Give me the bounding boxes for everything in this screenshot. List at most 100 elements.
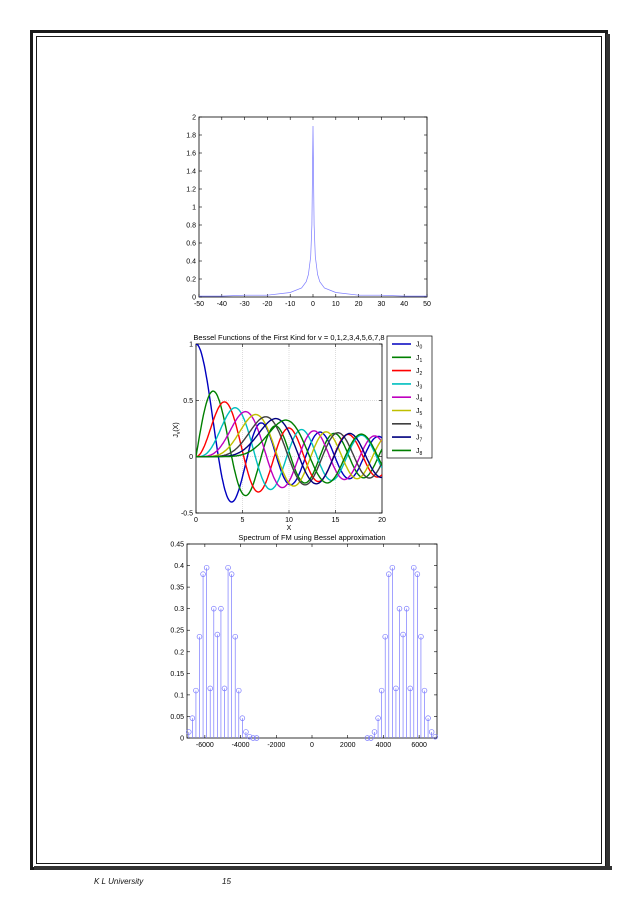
y-tick-label: 0.25 [170,628,184,635]
stem-marker [207,685,213,692]
stem-marker [378,687,385,694]
legend-label: J1 [416,355,423,364]
x-tick-label: -30 [240,301,250,308]
chart-3-spectrum: -6000 -4000 -2000 0 2000 4000 6000 0 0.05 0.1 0.15… [170,533,438,749]
legend-label-sub: 3 [420,384,423,390]
y-tick-label: 0.8 [186,223,196,230]
legend-label-sub: 1 [420,358,423,364]
y-tick-label: 1 [189,342,193,349]
legend-label-sub: 0 [420,345,423,351]
y-tick-label: 0.1 [174,692,184,699]
stem-marker [418,633,424,640]
x-tick-label: -40 [217,301,227,308]
stem-marker [382,633,388,640]
x-tick-label: -4000 [232,742,250,749]
legend-label-sub: 4 [420,398,423,404]
y-tick-label: 0.5 [183,398,193,405]
stem-marker [428,729,435,735]
x-tick-label: 30 [378,301,386,308]
stem-marker [403,605,410,612]
footer-page-number: 15 [222,877,231,886]
footer-university: K L University [94,877,144,886]
stem-marker [200,571,206,577]
legend-label: J6 [416,421,423,430]
x-tick-label: 0 [310,742,314,749]
stem-marker [389,564,396,571]
stem-marker [196,633,203,640]
stem-marker [371,729,378,735]
x-tick-label: 4000 [376,742,392,749]
stem-marker [396,605,403,612]
stem-marker [425,715,431,721]
series-J0 [196,344,382,503]
page-border-inner [36,36,602,864]
stem-marker [189,715,196,721]
stem-marker [414,571,421,577]
y-tick-label: 1.2 [186,187,196,194]
legend-label: J4 [416,395,423,404]
y-tick-label: 0 [192,295,196,302]
legend-label: J2 [416,368,423,377]
legend-label-sub: 7 [420,438,423,444]
stem-marker [239,715,246,721]
y-axis-label: Jv(X) [173,422,182,437]
stem-marker [243,729,249,735]
legend-label-sub: 6 [420,424,423,430]
stem-marker [225,564,231,571]
page-border-shadow [34,866,612,870]
y-tick-label: 0 [180,736,184,743]
series-J6 [196,416,382,486]
x-tick-label: -20 [262,301,272,308]
stem-marker [375,715,381,721]
stem-marker [253,735,260,741]
stem-marker [407,685,413,692]
stem-marker [193,687,199,694]
legend-label-sub: 5 [420,411,423,417]
legend-label: J8 [416,448,423,457]
y-tick-label: 0.15 [170,671,184,678]
legend-label: J7 [416,435,423,444]
x-tick-label: -50 [194,301,204,308]
stem-marker [246,733,253,740]
chart-title: Bessel Functions of the First Kind for v… [193,333,384,342]
y-tick-label: 1.4 [186,169,196,176]
chart-title: Spectrum of FM using Bessel approximatio… [238,533,385,542]
series-J3 [196,406,382,491]
stem-marker [393,685,399,692]
y-tick-label: 0.45 [170,542,184,549]
y-tick-label: 0.35 [170,585,184,592]
stem-marker [218,605,224,612]
stem-marker [203,564,210,571]
y-tick-label: 1 [192,205,196,212]
stem-marker [214,631,221,638]
x-tick-label: -6000 [196,742,214,749]
stem-marker [221,685,228,692]
page-border-shadow-right [606,34,610,870]
x-tick-label: 0 [311,301,315,308]
y-tick-label: 1.8 [186,133,196,140]
series-J8 [196,419,382,484]
stem-marker [411,564,417,571]
x-tick-label: -2000 [267,742,285,749]
series-line [199,125,427,297]
stem-marker [421,687,428,694]
stem-marker [386,571,392,577]
stem-marker [236,687,242,694]
y-tick-label: 1.6 [186,151,196,158]
y-tick-label: 0 [189,454,193,461]
y-tick-label: -0.5 [181,511,193,518]
series-J2 [196,401,382,493]
x-tick-label: 20 [378,517,386,524]
legend: J0 J1 J2 J3 J4 J5 J6 J7 J8 [386,335,433,459]
legend-label-sub: 2 [420,371,423,377]
y-axis-label-sub: v [176,431,182,434]
stem-marker [186,729,192,735]
legend-label: J3 [416,381,423,390]
x-tick-label: 20 [355,301,363,308]
legend-label: J0 [416,342,423,351]
x-tick-label: 50 [423,301,431,308]
x-tick-label: 10 [332,301,340,308]
x-tick-label: 5 [241,517,245,524]
